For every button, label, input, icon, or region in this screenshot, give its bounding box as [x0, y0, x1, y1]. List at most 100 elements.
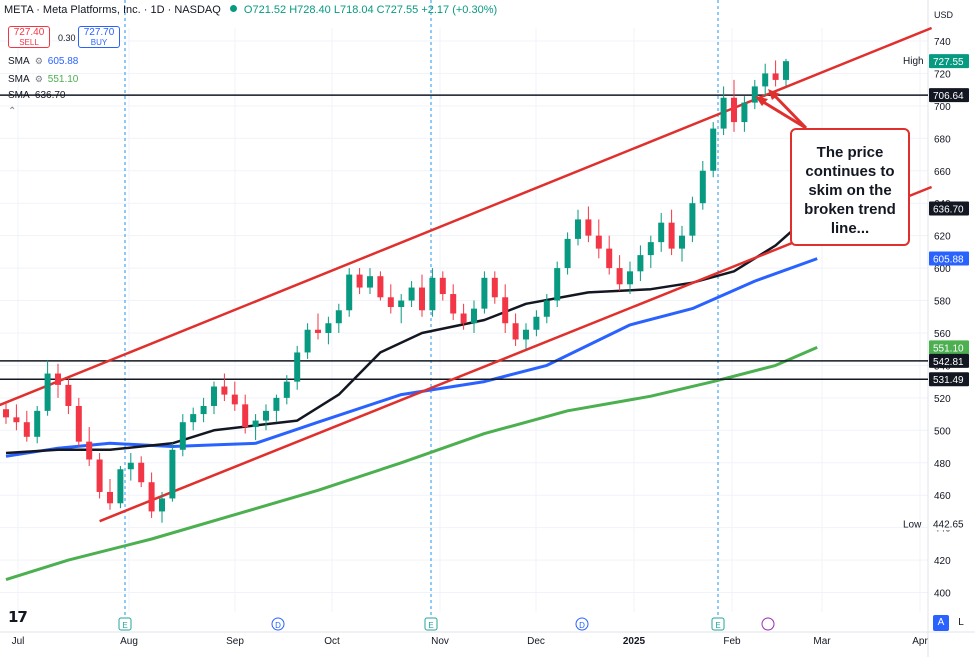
candle[interactable]	[107, 491, 113, 504]
candle[interactable]	[564, 238, 571, 269]
candle[interactable]	[273, 397, 280, 411]
candle[interactable]	[408, 287, 415, 301]
candle[interactable]	[699, 170, 706, 204]
candle[interactable]	[647, 242, 654, 256]
earnings-icon[interactable]	[118, 617, 132, 631]
gear-icon[interactable]: ⚙	[34, 74, 43, 84]
candle[interactable]	[710, 128, 717, 171]
candle[interactable]	[679, 235, 685, 249]
gear-icon[interactable]: ⚙	[34, 56, 43, 66]
candle[interactable]	[65, 384, 72, 406]
candle[interactable]	[75, 405, 82, 442]
candle[interactable]	[439, 277, 446, 295]
candle[interactable]	[387, 297, 394, 308]
candle[interactable]	[325, 323, 332, 333]
candle[interactable]	[741, 102, 748, 123]
candle[interactable]	[762, 73, 769, 87]
candle[interactable]	[491, 277, 498, 298]
candle[interactable]	[595, 235, 602, 249]
candle[interactable]	[315, 329, 321, 333]
candle[interactable]	[294, 352, 301, 382]
candle[interactable]	[263, 410, 269, 421]
candle[interactable]	[554, 268, 561, 301]
candle[interactable]	[616, 268, 623, 285]
dividend-icon[interactable]	[271, 617, 285, 631]
indicator-sma-1[interactable]: SMA ⚙ 605.88	[8, 56, 78, 67]
candle[interactable]	[44, 373, 51, 411]
candle[interactable]	[377, 276, 384, 298]
candle[interactable]	[335, 310, 342, 324]
candle[interactable]	[190, 414, 197, 423]
candle[interactable]	[346, 274, 353, 311]
candle[interactable]	[283, 381, 290, 398]
news-icon[interactable]	[761, 617, 775, 631]
candle[interactable]	[23, 422, 30, 437]
symbol-title[interactable]: META · Meta Platforms, Inc. · 1D · NASDA…	[4, 4, 221, 16]
candle[interactable]	[731, 97, 737, 123]
candle[interactable]	[502, 297, 509, 324]
candle[interactable]	[471, 308, 477, 324]
candle[interactable]	[159, 498, 165, 512]
candle[interactable]	[533, 316, 540, 330]
candle[interactable]	[55, 373, 61, 385]
candle[interactable]	[585, 219, 592, 236]
candle[interactable]	[252, 420, 259, 428]
candle[interactable]	[34, 410, 41, 437]
earnings-icon[interactable]	[711, 617, 725, 631]
candle[interactable]	[356, 274, 363, 288]
candle[interactable]	[179, 422, 186, 450]
sell-button[interactable]: 727.40 SELL	[8, 26, 50, 48]
candle[interactable]	[606, 248, 613, 269]
candle[interactable]	[304, 329, 311, 353]
candle[interactable]	[523, 329, 529, 340]
candle[interactable]	[398, 300, 405, 308]
candle[interactable]	[720, 97, 727, 129]
dividend-icon[interactable]	[575, 617, 589, 631]
collapse-chevron-icon[interactable]: ⌃	[8, 106, 17, 117]
candle[interactable]	[148, 482, 155, 512]
candle[interactable]	[242, 404, 249, 428]
candle[interactable]	[668, 222, 675, 249]
candle[interactable]	[783, 61, 789, 80]
candle[interactable]	[751, 86, 758, 103]
buy-button[interactable]: 727.70 BUY	[78, 26, 120, 48]
annotation-callout[interactable]: The price continues to skim on the broke…	[790, 128, 910, 246]
candle[interactable]	[86, 441, 93, 460]
candle[interactable]	[450, 294, 457, 314]
auto-scale-button[interactable]: A	[933, 615, 949, 631]
annotation-line: line...	[830, 220, 870, 237]
price-extreme-label: High	[903, 56, 924, 67]
candle[interactable]	[3, 409, 9, 418]
x-tick-label: Nov	[431, 636, 449, 647]
candle[interactable]	[200, 405, 207, 415]
candle[interactable]	[367, 276, 373, 288]
candle[interactable]	[512, 323, 519, 340]
candle[interactable]	[169, 449, 176, 499]
candle[interactable]	[772, 73, 779, 80]
candle[interactable]	[460, 313, 467, 324]
candle[interactable]	[231, 394, 238, 405]
candle[interactable]	[127, 462, 134, 470]
candle[interactable]	[117, 469, 124, 504]
candle[interactable]	[96, 459, 103, 492]
candle[interactable]	[627, 271, 633, 285]
candle[interactable]	[637, 255, 644, 272]
candle[interactable]	[689, 203, 696, 236]
candle[interactable]	[575, 219, 581, 239]
earnings-icon[interactable]	[424, 617, 438, 631]
log-scale-button[interactable]: L	[958, 617, 964, 628]
candle[interactable]	[138, 462, 145, 483]
candle[interactable]	[221, 386, 228, 395]
candle[interactable]	[211, 386, 217, 406]
indicator-value: 605.88	[47, 56, 79, 67]
indicator-sma-3[interactable]: SMA 636.70	[8, 90, 66, 101]
candle[interactable]	[481, 277, 488, 309]
candle[interactable]	[543, 300, 550, 317]
candle[interactable]	[13, 417, 20, 423]
candle[interactable]	[429, 277, 436, 311]
candle[interactable]	[419, 287, 425, 311]
tradingview-logo-icon[interactable]: 𝟭𝟳	[8, 609, 28, 626]
indicator-sma-2[interactable]: SMA ⚙ 551.10	[8, 74, 78, 85]
candle[interactable]	[658, 222, 665, 243]
